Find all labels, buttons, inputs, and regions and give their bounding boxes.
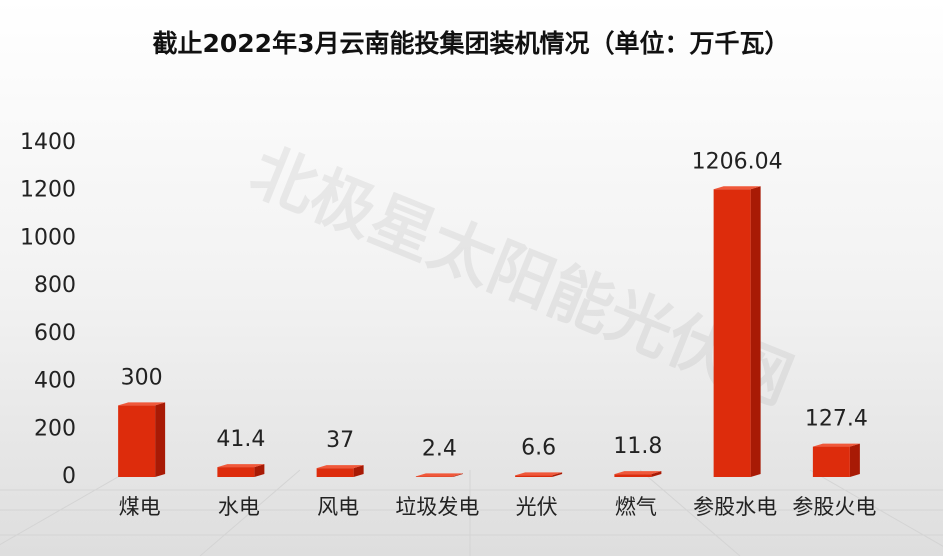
bar-top	[713, 186, 761, 190]
y-tick-label: 1200	[20, 178, 76, 203]
data-label: 127.4	[805, 407, 868, 432]
bar	[415, 476, 453, 477]
bar-side	[353, 465, 364, 477]
bar	[614, 474, 652, 477]
data-label: 37	[326, 428, 354, 453]
y-tick-label: 600	[34, 321, 76, 346]
x-tick-label: 风电	[317, 495, 359, 519]
bar	[812, 446, 850, 477]
bar-side	[750, 186, 761, 477]
x-tick-label: 煤电	[119, 495, 161, 519]
y-tick-label: 800	[34, 273, 76, 298]
bar-top	[415, 473, 463, 477]
bar-side	[849, 443, 860, 477]
data-label: 2.4	[422, 436, 457, 461]
bar-side	[452, 473, 463, 477]
bar-top	[515, 472, 563, 476]
x-tick-label: 水电	[218, 495, 260, 519]
bar-top	[812, 443, 860, 447]
bar-top	[217, 464, 265, 468]
bar	[217, 467, 255, 477]
y-tick-label: 200	[34, 416, 76, 441]
chart-title: 截止2022年3月云南能投集团装机情况（单位：万千瓦）	[153, 29, 790, 58]
x-tick-label: 燃气	[615, 495, 657, 519]
y-tick-label: 400	[34, 369, 76, 394]
bar	[515, 475, 553, 477]
bar-top	[614, 471, 662, 475]
data-label: 300	[121, 365, 163, 390]
x-tick-label: 垃圾发电	[395, 495, 479, 519]
data-label: 41.4	[216, 427, 265, 452]
floor-grid	[0, 469, 943, 557]
bar	[713, 189, 751, 477]
x-tick-label: 光伏	[516, 495, 558, 519]
y-tick-label: 0	[62, 464, 76, 489]
y-tick-label: 1000	[20, 225, 76, 250]
bar	[316, 468, 354, 477]
bar-top	[118, 402, 166, 406]
data-label: 11.8	[613, 434, 662, 459]
bar-side	[552, 472, 563, 477]
x-tick-label: 参股火电	[792, 495, 876, 519]
bar-side	[254, 464, 265, 477]
bar-side	[651, 471, 662, 477]
bar-top	[316, 465, 364, 469]
x-tick-label: 参股水电	[693, 495, 777, 519]
y-tick-label: 1400	[20, 130, 76, 155]
data-label: 6.6	[521, 435, 556, 460]
bar	[118, 405, 156, 477]
data-label: 1206.04	[692, 149, 783, 174]
bar-side	[155, 402, 166, 477]
